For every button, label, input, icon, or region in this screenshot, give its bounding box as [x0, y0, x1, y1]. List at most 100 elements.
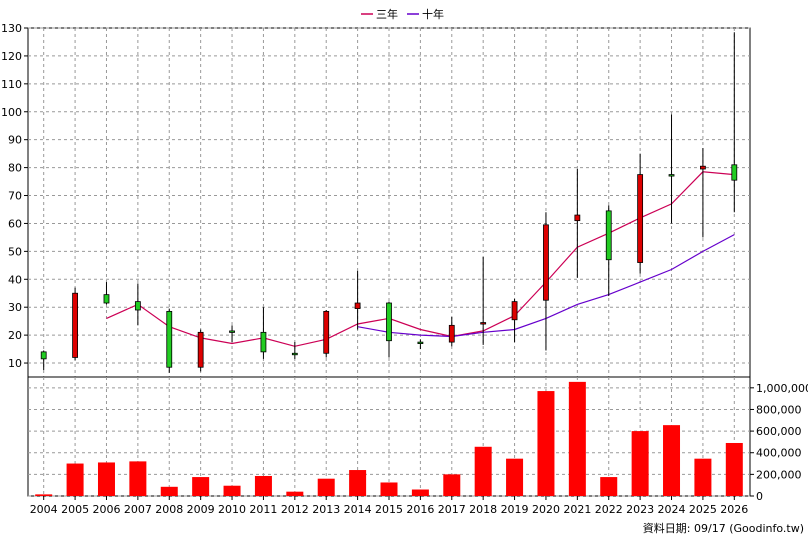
volume-bar-2017: [443, 474, 461, 496]
x-tick-label: 2016: [406, 503, 434, 516]
volume-bar-2007: [129, 461, 147, 496]
volume-bar-2022: [600, 477, 618, 496]
candle-2008: [166, 308, 173, 373]
price-tick-label: 70: [8, 190, 22, 203]
candle-body: [72, 292, 78, 358]
volume-bar-2008: [160, 486, 178, 496]
price-tick-label: 50: [8, 245, 22, 258]
candle-2024: [668, 114, 675, 224]
volume-tick-label: 1,000,000: [756, 382, 808, 395]
candle-body: [134, 301, 141, 311]
candle-2019: [511, 298, 518, 343]
candle-body: [700, 165, 706, 170]
candle-2009: [197, 329, 204, 372]
candle-body: [323, 310, 330, 354]
volume-bars: [35, 381, 743, 496]
x-axis: 2004 2005 2006 2007 2008 2009 2010 2011 2012 2013…: [30, 496, 748, 516]
volume-bar-2021: [568, 381, 586, 496]
price-tick-label: 90: [8, 134, 22, 147]
legend-label-10yr: 十年: [422, 7, 444, 21]
candle-body: [40, 351, 47, 360]
x-tick-label: 2023: [626, 503, 654, 516]
candle-2021: [574, 168, 581, 278]
price-tick-label: 60: [8, 217, 22, 230]
candle-2026: [731, 32, 738, 213]
volume-bar-2004: [35, 494, 53, 496]
x-tick-label: 2011: [249, 503, 277, 516]
candle-body: [354, 302, 361, 309]
price-tick-label: 80: [8, 162, 22, 175]
volume-tick-label: 400,000: [756, 447, 802, 460]
x-tick-label: 2012: [281, 503, 309, 516]
volume-bar-2005: [66, 463, 84, 496]
volume-bar-2023: [631, 431, 649, 496]
volume-bar-2009: [192, 477, 210, 496]
candle-body: [574, 214, 581, 222]
candle-2014: [354, 270, 361, 330]
x-tick-label: 2007: [124, 503, 152, 516]
candlesticks: [40, 32, 738, 373]
candle-body: [386, 302, 392, 342]
candle-2004: [40, 350, 47, 371]
volume-bar-2013: [317, 478, 335, 496]
x-tick-label: 2013: [312, 503, 340, 516]
x-tick-label: 2015: [375, 503, 403, 516]
candle-2013: [323, 309, 330, 358]
candle-2023: [637, 153, 644, 274]
volume-bar-2020: [537, 391, 555, 496]
price-panel: 10 20 30 40 50 60 70 80 90 100 110 120 130: [1, 22, 751, 378]
candle-body: [543, 224, 549, 301]
x-tick-label: 2019: [501, 503, 529, 516]
x-tick-label: 2009: [187, 503, 215, 516]
x-tick-label: 2021: [563, 503, 591, 516]
candle-2022: [605, 205, 612, 297]
x-tick-label: 2026: [720, 503, 748, 516]
volume-y-axis: 0 200,000 400,000 600,000 800,000 1,000,000: [750, 382, 808, 503]
candle-body: [668, 174, 675, 177]
x-tick-label: 2006: [92, 503, 120, 516]
price-tick-label: 10: [8, 357, 22, 370]
candle-body: [448, 324, 455, 343]
price-tick-label: 40: [8, 273, 22, 286]
candle-body: [229, 330, 235, 333]
candle-2006: [103, 282, 110, 305]
candle-2012: [291, 342, 298, 359]
price-tick-label: 120: [1, 50, 22, 63]
candle-body: [417, 341, 424, 345]
candle-body: [103, 294, 110, 304]
x-tick-label: 2004: [30, 503, 58, 516]
x-tick-label: 2008: [155, 503, 183, 516]
x-tick-label: 2018: [469, 503, 497, 516]
candle-body: [166, 310, 173, 368]
x-tick-label: 2022: [595, 503, 623, 516]
volume-tick-label: 200,000: [756, 468, 802, 481]
ma-line-3yr: [106, 171, 735, 347]
x-tick-label: 2020: [532, 503, 560, 516]
volume-bar-2016: [411, 489, 429, 496]
volume-bar-2019: [506, 458, 524, 496]
volume-bar-2011: [254, 475, 272, 496]
candle-body: [605, 210, 612, 261]
price-tick-label: 110: [1, 78, 22, 91]
candle-2016: [417, 339, 424, 350]
x-tick-label: 2017: [438, 503, 466, 516]
price-tick-label: 100: [1, 106, 22, 119]
candle-2005: [72, 287, 78, 361]
volume-bar-2006: [97, 462, 115, 496]
candle-2017: [448, 316, 455, 347]
candle-2010: [229, 325, 235, 343]
x-tick-label: 2014: [344, 503, 372, 516]
volume-panel: 0 200,000 400,000 600,000 800,000 1,000,000: [27, 376, 808, 503]
candle-2015: [386, 301, 392, 358]
volume-bar-2025: [694, 458, 712, 496]
candle-body: [731, 164, 738, 181]
volume-bar-2014: [349, 470, 367, 496]
candle-body: [291, 352, 298, 356]
volume-tick-label: 0: [756, 490, 763, 503]
candle-2007: [134, 283, 141, 326]
candle-body: [637, 174, 644, 263]
price-y-axis: 10 20 30 40 50 60 70 80 90 100 110 120 130: [1, 22, 28, 370]
price-tick-label: 130: [1, 22, 22, 35]
volume-bar-2015: [380, 482, 398, 496]
